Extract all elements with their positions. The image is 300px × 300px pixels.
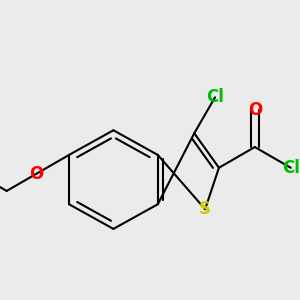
Text: Cl: Cl — [282, 159, 300, 177]
Text: O: O — [29, 165, 44, 183]
Text: O: O — [248, 100, 262, 118]
Text: Cl: Cl — [206, 88, 224, 106]
Text: S: S — [199, 200, 211, 218]
